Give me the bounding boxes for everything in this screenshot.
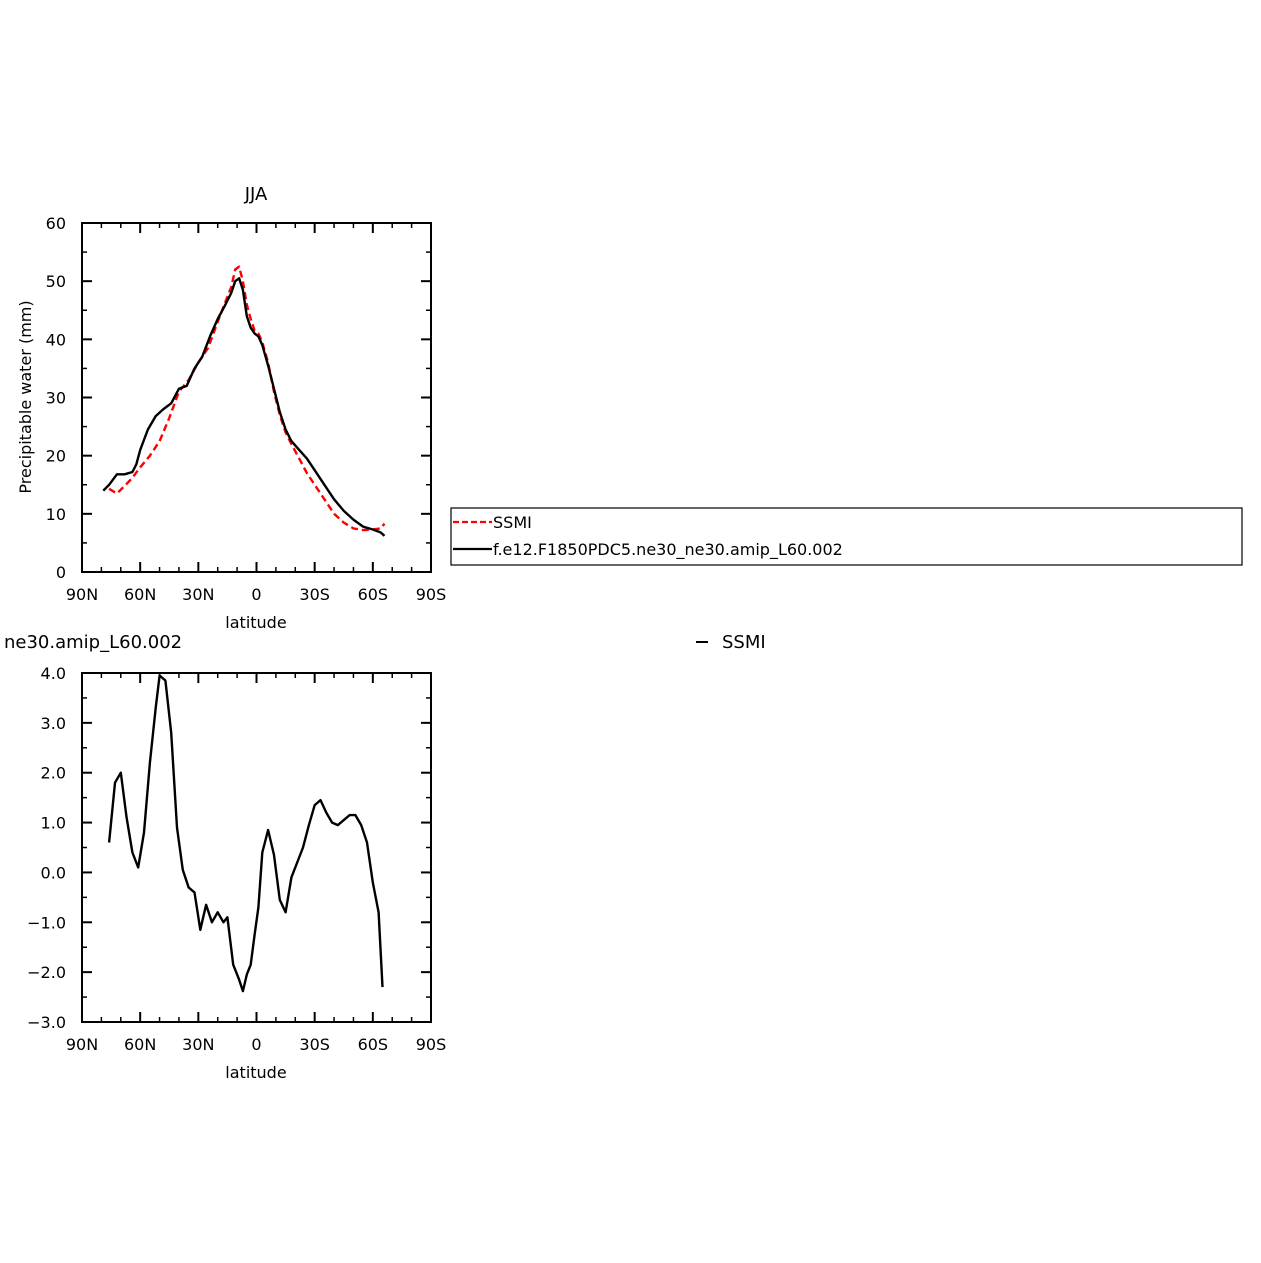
y-tick-label: −2.0	[27, 963, 66, 982]
legend-label-model: f.e12.F1850PDC5.ne30_ne30.amip_L60.002	[493, 540, 843, 560]
x-tick-label: 0	[251, 1035, 261, 1054]
overlap-title-ssmi: SSMI	[722, 632, 766, 653]
y-tick-label: 50	[46, 272, 66, 291]
top-ticks: 90N 60N 30N 0 30S 60S 90S 0 10 20 30 40 50 60	[46, 214, 447, 604]
top-series	[102, 265, 386, 537]
y-tick-label: 0.0	[41, 863, 66, 882]
x-tick-label: 0	[251, 585, 261, 604]
bottom-series	[107, 674, 384, 993]
top-plot-frame	[81, 222, 432, 573]
top-panel-title: JJA	[244, 184, 268, 205]
top-panel: JJA 90N 60N 30N 0 30S 60S 90S 0 10 20 30 40 50 60 lat…	[16, 184, 446, 632]
y-tick-label: 10	[46, 505, 66, 524]
series-line-0-1	[102, 277, 386, 537]
x-tick-label: 60S	[358, 1035, 389, 1054]
x-tick-label: 90S	[416, 1035, 447, 1054]
x-tick-label: 60S	[358, 585, 389, 604]
x-tick-label: 30S	[299, 1035, 330, 1054]
y-tick-label: −3.0	[27, 1013, 66, 1032]
top-x-axis-label: latitude	[225, 613, 286, 632]
legend-box	[450, 507, 1243, 566]
y-tick-label: 4.0	[41, 664, 66, 683]
bottom-ticks: 90N 60N 30N 0 30S 60S 90S −3.0 −2.0 −1.0 0.0 1.0 2.0…	[27, 664, 446, 1054]
x-tick-label: 90N	[66, 1035, 98, 1054]
legend: SSMI f.e12.F1850PDC5.ne30_ne30.amip_L60.…	[450, 507, 1243, 566]
bottom-panel-title: ne30.amip_L60.002	[4, 632, 182, 653]
y-tick-label: 2.0	[41, 764, 66, 783]
top-y-axis-label: Precipitable water (mm)	[16, 300, 35, 493]
y-tick-label: −1.0	[27, 913, 66, 932]
x-tick-label: 60N	[124, 1035, 156, 1054]
x-tick-label: 60N	[124, 585, 156, 604]
series-line-0-0	[108, 265, 386, 532]
legend-label-ssmi: SSMI	[493, 513, 532, 532]
y-tick-label: 20	[46, 447, 66, 466]
y-tick-label: 1.0	[41, 814, 66, 833]
y-tick-label: 40	[46, 330, 66, 349]
bottom-y-axis-label: Precipitable water (mm)	[0, 750, 17, 943]
x-tick-label: 90N	[66, 585, 98, 604]
y-tick-label: 0	[56, 563, 66, 582]
bottom-plot-frame	[81, 672, 432, 1023]
x-tick-label: 90S	[416, 585, 447, 604]
y-tick-label: 60	[46, 214, 66, 233]
x-tick-label: 30S	[299, 585, 330, 604]
bottom-panel: ne30.amip_L60.002 SSMI 90N 60N 30N 0 30S 60S 9…	[0, 632, 766, 1082]
series-line-1-0	[107, 674, 384, 993]
y-tick-label: 3.0	[41, 714, 66, 733]
y-tick-label: 30	[46, 389, 66, 408]
x-tick-label: 30N	[182, 585, 214, 604]
bottom-x-axis-label: latitude	[225, 1063, 286, 1082]
x-tick-label: 30N	[182, 1035, 214, 1054]
